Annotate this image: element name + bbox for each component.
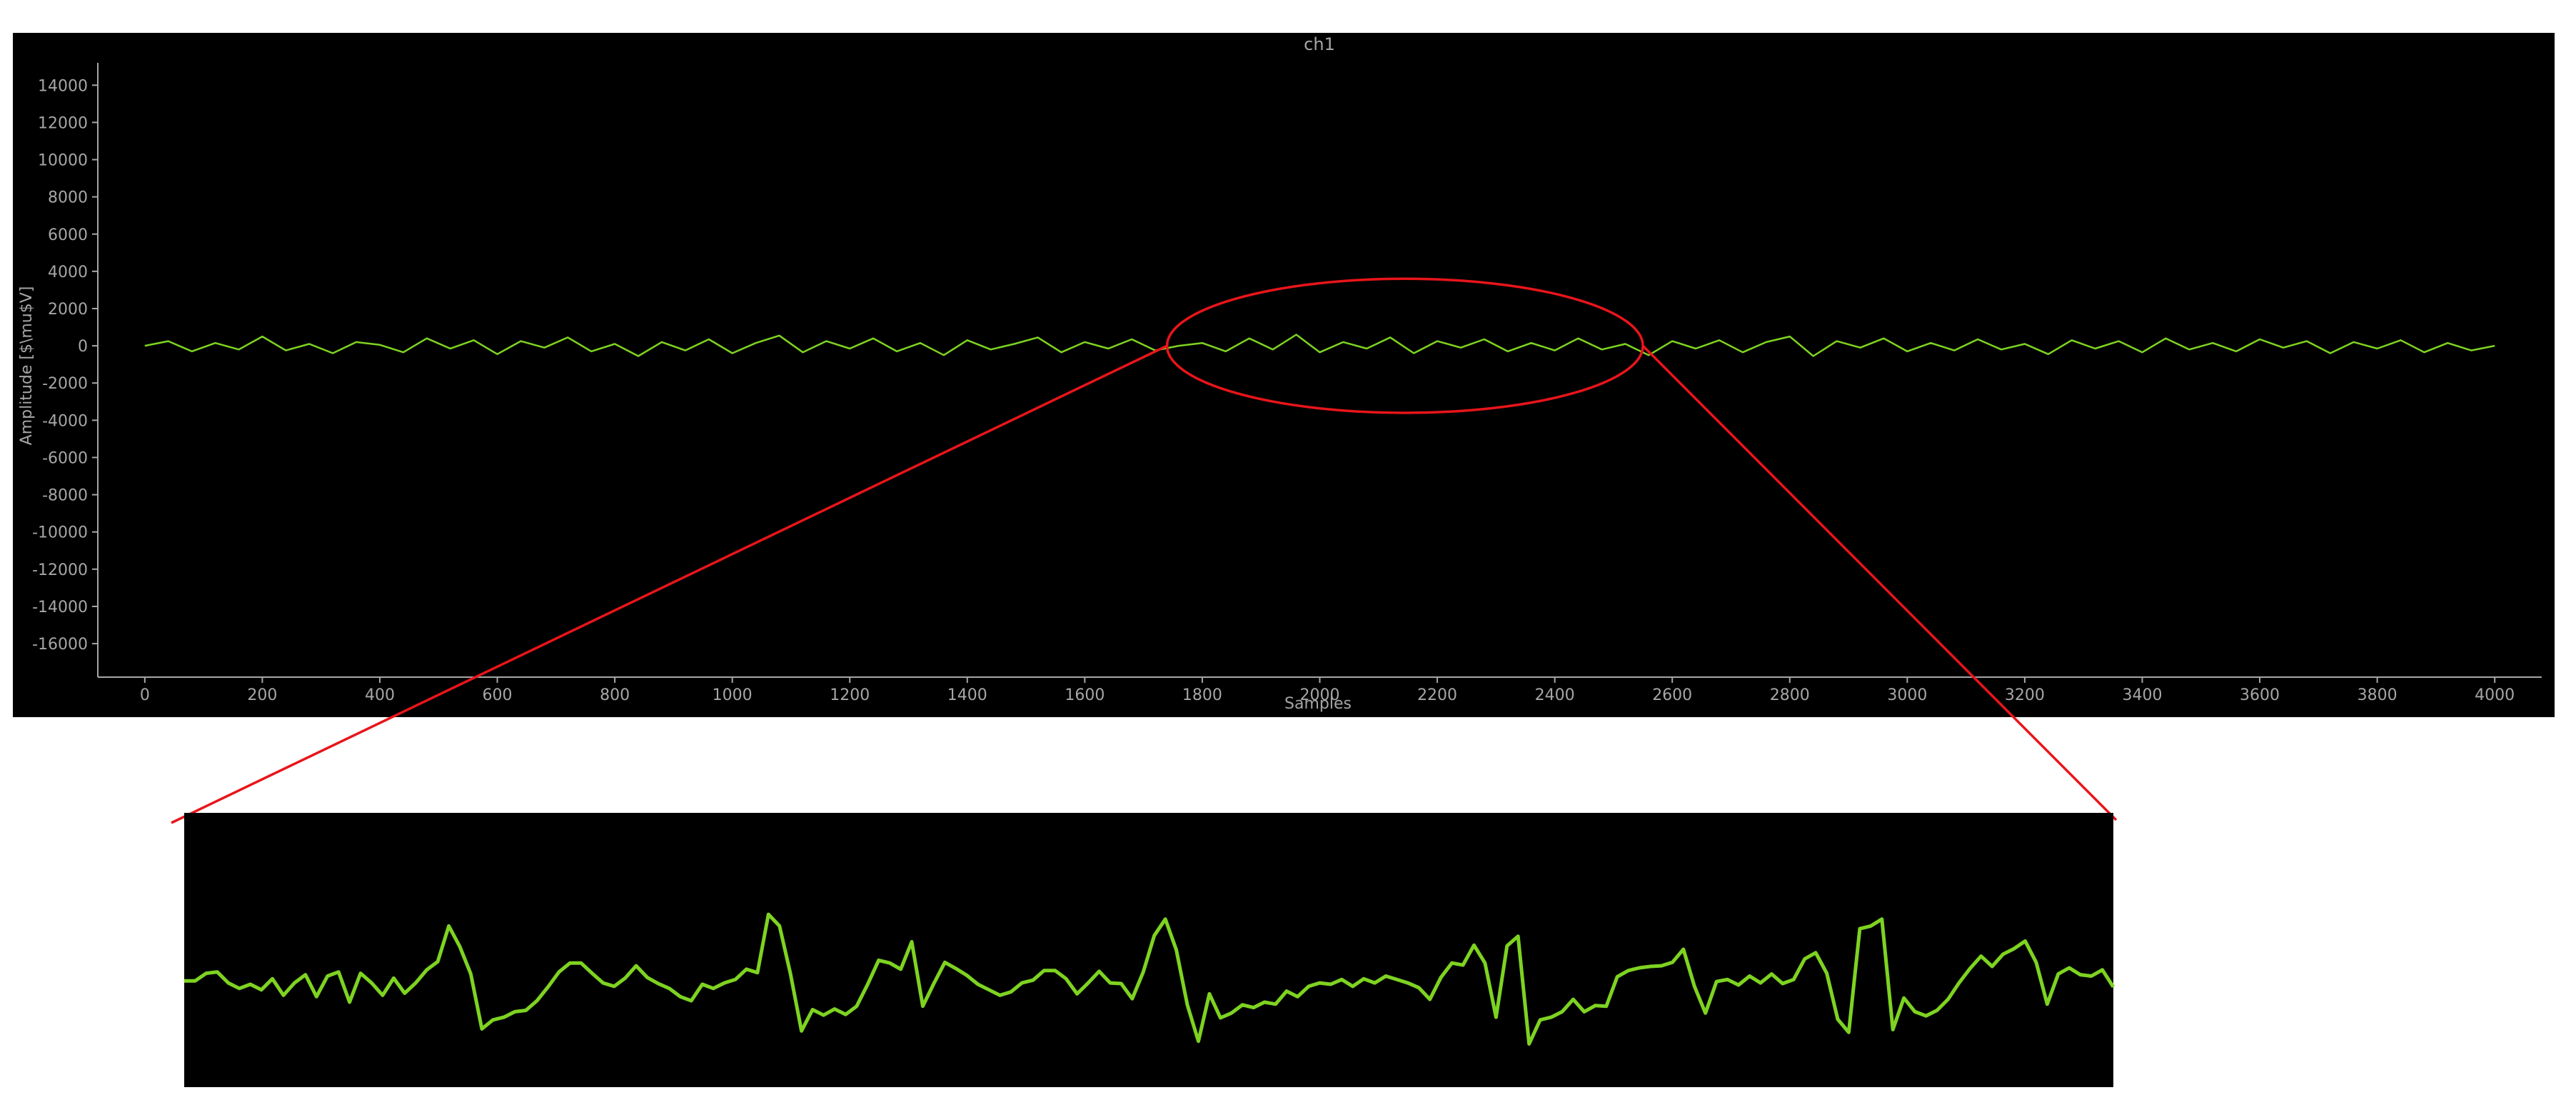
y-axis-label: Amplitude [$\mu$V] xyxy=(18,286,36,446)
y-tick-label: 10000 xyxy=(38,152,88,170)
x-tick-label: 3800 xyxy=(2358,686,2398,704)
x-tick-label: 600 xyxy=(483,686,513,704)
y-tick-label: 6000 xyxy=(48,226,88,244)
x-tick-label: 800 xyxy=(600,686,630,704)
zoom-connector-right xyxy=(1641,344,2118,821)
y-tick-label: -16000 xyxy=(32,636,88,654)
x-tick-label: 200 xyxy=(247,686,277,704)
y-tick-label: 12000 xyxy=(38,114,88,132)
x-tick-label: 2000 xyxy=(1300,686,1340,704)
ch1-signal-line xyxy=(144,334,2495,357)
y-tick-label: 0 xyxy=(78,338,88,356)
x-tick-label: 3600 xyxy=(2240,686,2280,704)
x-tick-label: 1200 xyxy=(830,686,870,704)
x-axis-ticks: 0 200 400 600 800 1000 1200 1400 1600 1800 2000 220… xyxy=(140,677,2515,704)
x-tick-label: 400 xyxy=(365,686,395,704)
x-tick-label: 3200 xyxy=(2005,686,2045,704)
y-tick-label: -8000 xyxy=(42,487,88,505)
y-tick-label: 2000 xyxy=(48,301,88,319)
x-tick-label: 1800 xyxy=(1182,686,1222,704)
main-chart-background xyxy=(13,33,2555,717)
x-tick-label: 4000 xyxy=(2475,686,2515,704)
y-tick-label: -12000 xyxy=(32,561,88,579)
x-axis-label: Samples xyxy=(1284,695,1352,713)
x-tick-label: 2600 xyxy=(1652,686,1692,704)
y-tick-label: -4000 xyxy=(42,412,88,430)
zoom-connector-left xyxy=(171,344,1168,824)
y-tick-label: 14000 xyxy=(38,77,88,95)
x-tick-label: 3000 xyxy=(1887,686,1927,704)
y-axis-ticks: 14000 12000 10000 8000 6000 4000 2000 0 -2000 -40… xyxy=(32,77,98,654)
x-tick-label: 1600 xyxy=(1065,686,1105,704)
y-tick-label: -14000 xyxy=(32,599,88,616)
x-tick-label: 0 xyxy=(140,686,150,704)
x-tick-label: 3400 xyxy=(2122,686,2162,704)
y-tick-label: 8000 xyxy=(48,189,88,207)
y-tick-label: -6000 xyxy=(42,449,88,467)
x-tick-label: 1400 xyxy=(947,686,987,704)
x-tick-label: 1000 xyxy=(713,686,753,704)
x-tick-label: 2200 xyxy=(1417,686,1457,704)
x-tick-label: 2400 xyxy=(1535,686,1575,704)
y-tick-label: -2000 xyxy=(42,375,88,393)
y-tick-label: 4000 xyxy=(48,264,88,281)
y-tick-label: -10000 xyxy=(32,524,88,542)
x-tick-label: 2800 xyxy=(1770,686,1810,704)
main-chart-title: ch1 xyxy=(1304,34,1335,54)
zoom-signal-line xyxy=(184,912,2115,1046)
